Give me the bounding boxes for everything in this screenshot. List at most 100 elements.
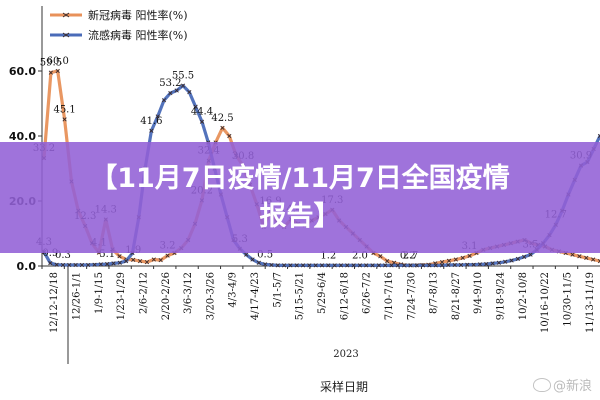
data-point <box>92 262 97 267</box>
data-label: 41.6 <box>140 116 162 127</box>
data-point <box>357 263 363 268</box>
data-point <box>300 263 306 268</box>
data-point <box>48 260 53 266</box>
legend-marker <box>62 12 70 18</box>
data-point <box>439 263 445 268</box>
x-tick-label: 3/20-3/26 <box>205 272 216 320</box>
data-point <box>490 261 495 266</box>
x-tick-label: 10/2-10/8 <box>518 272 529 320</box>
data-point <box>503 259 508 264</box>
data-point <box>275 263 280 268</box>
year-label: 2023 <box>333 349 358 360</box>
data-point <box>458 262 464 268</box>
y-tick-label: 60.0 <box>9 65 36 78</box>
watermark-text: @新浪 <box>552 379 592 394</box>
data-point <box>187 90 192 95</box>
data-point <box>484 261 489 267</box>
x-tick-label: 9/18-9/24 <box>496 272 507 320</box>
data-point <box>174 88 179 93</box>
data-point <box>244 252 249 257</box>
data-label: 2.0 <box>352 250 368 261</box>
x-tick-label: 9/4-9/10 <box>473 272 484 314</box>
data-point <box>522 254 527 260</box>
x-tick-label: 2/20-2/26 <box>161 272 172 320</box>
x-tick-label: 8/21-8/27 <box>451 272 462 320</box>
data-point <box>597 259 600 264</box>
data-point <box>326 263 331 268</box>
x-axis: 12/12-12/18 12/26-1/1 1/9-1/15 1/23-1/29 2/6… <box>41 265 600 364</box>
data-point <box>319 263 325 268</box>
x-axis-title: 采样日期 <box>320 379 368 394</box>
data-point <box>151 257 156 262</box>
data-point <box>477 262 483 267</box>
data-point <box>402 263 407 268</box>
legend-label: 流感病毒 阳性率(%) <box>88 28 188 42</box>
data-point <box>446 262 451 268</box>
data-point <box>440 259 445 265</box>
data-label: 0.2 <box>400 250 416 261</box>
data-point <box>256 260 261 265</box>
data-point <box>158 258 163 263</box>
data-point <box>62 117 67 122</box>
legend-label: 新冠病毒 阳性率(%) <box>88 8 188 22</box>
data-label: 0.5 <box>257 249 273 260</box>
data-label: 5.1 <box>99 249 115 260</box>
data-point <box>332 263 337 268</box>
data-point <box>269 262 274 268</box>
banner-title-line-1: 【11月7日疫情/11月7日全国疫情 <box>90 163 510 194</box>
data-point <box>86 262 91 268</box>
x-tick-label: 5/15-5/21 <box>295 272 306 320</box>
x-tick-label: 10/30-11/5 <box>563 272 574 327</box>
data-point <box>313 263 318 268</box>
data-point <box>165 253 170 258</box>
data-point <box>131 257 136 262</box>
data-point <box>67 262 72 268</box>
data-point <box>446 258 452 263</box>
data-point <box>345 263 350 268</box>
title-banner <box>0 142 600 253</box>
data-label: 60.0 <box>47 56 69 67</box>
x-tick-label: 4/17-4/23 <box>250 272 261 320</box>
data-point <box>376 263 381 268</box>
x-tick-label: 3/6-3/12 <box>183 272 194 314</box>
data-point <box>227 133 232 139</box>
data-point <box>288 263 293 268</box>
x-tick-label: 5/29-6/4 <box>317 272 328 314</box>
data-point <box>584 255 589 260</box>
x-tick-label: 2/6-2/12 <box>138 272 149 314</box>
data-point <box>250 257 255 262</box>
data-point <box>427 263 432 268</box>
data-point <box>452 262 457 268</box>
data-point <box>370 263 375 268</box>
x-tick-label: 1/9-1/15 <box>94 272 105 314</box>
data-point <box>433 263 438 268</box>
data-point <box>281 263 287 268</box>
data-label: 2.7 <box>403 250 419 261</box>
data-point <box>364 263 369 268</box>
data-point <box>509 258 514 263</box>
data-point <box>591 257 596 262</box>
data-point <box>149 128 154 133</box>
data-label: 53.2 <box>159 78 181 89</box>
x-tick-label: 8/7-8/13 <box>429 272 440 314</box>
data-point <box>161 98 167 103</box>
data-point <box>124 259 129 264</box>
x-tick-label: 5/1-5/7 <box>272 272 283 308</box>
data-label: 44.4 <box>191 107 213 118</box>
data-point <box>467 253 472 259</box>
banner-title: 【11月7日疫情/11月7日全国疫情 报告】 <box>0 160 600 236</box>
data-point <box>465 262 470 267</box>
watermark: @新浪 <box>532 375 592 394</box>
data-label: 0.3 <box>55 250 71 261</box>
data-point <box>395 263 400 268</box>
x-tick-label: 7/24-7/30 <box>406 272 417 320</box>
data-point <box>193 104 198 109</box>
data-point <box>460 255 465 260</box>
data-point <box>144 259 150 265</box>
x-tick-label: 6/26-7/2 <box>362 272 373 314</box>
data-label: 45.1 <box>53 104 75 115</box>
data-point <box>515 256 520 261</box>
data-point <box>351 263 356 268</box>
data-point <box>60 262 66 268</box>
data-point <box>414 263 419 268</box>
